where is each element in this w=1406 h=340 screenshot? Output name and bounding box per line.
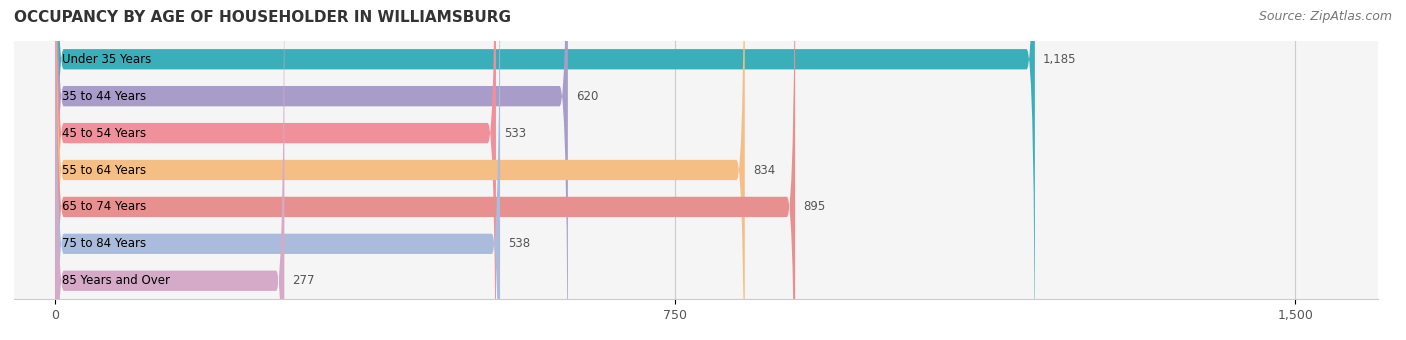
Bar	[14, 78, 1378, 115]
FancyBboxPatch shape	[55, 0, 1035, 340]
Text: 620: 620	[576, 90, 599, 103]
Bar	[14, 41, 1378, 78]
FancyBboxPatch shape	[55, 0, 745, 340]
Text: 35 to 44 Years: 35 to 44 Years	[62, 90, 146, 103]
Text: 1,185: 1,185	[1043, 53, 1077, 66]
FancyBboxPatch shape	[55, 0, 796, 340]
Bar	[14, 188, 1378, 225]
Text: 85 Years and Over: 85 Years and Over	[62, 274, 170, 287]
FancyBboxPatch shape	[55, 0, 284, 340]
FancyBboxPatch shape	[55, 0, 501, 340]
Bar	[14, 115, 1378, 152]
Text: 65 to 74 Years: 65 to 74 Years	[62, 200, 146, 214]
Text: Under 35 Years: Under 35 Years	[62, 53, 152, 66]
Text: 45 to 54 Years: 45 to 54 Years	[62, 126, 146, 140]
Bar	[14, 262, 1378, 299]
Text: 55 to 64 Years: 55 to 64 Years	[62, 164, 146, 176]
FancyBboxPatch shape	[55, 0, 568, 340]
FancyBboxPatch shape	[55, 0, 496, 340]
Text: Source: ZipAtlas.com: Source: ZipAtlas.com	[1258, 10, 1392, 23]
Text: 895: 895	[803, 200, 825, 214]
Text: OCCUPANCY BY AGE OF HOUSEHOLDER IN WILLIAMSBURG: OCCUPANCY BY AGE OF HOUSEHOLDER IN WILLI…	[14, 10, 510, 25]
Bar	[14, 225, 1378, 262]
Text: 834: 834	[754, 164, 775, 176]
Text: 75 to 84 Years: 75 to 84 Years	[62, 237, 146, 250]
Text: 277: 277	[292, 274, 315, 287]
Text: 538: 538	[509, 237, 530, 250]
Bar	[14, 152, 1378, 188]
Text: 533: 533	[505, 126, 526, 140]
